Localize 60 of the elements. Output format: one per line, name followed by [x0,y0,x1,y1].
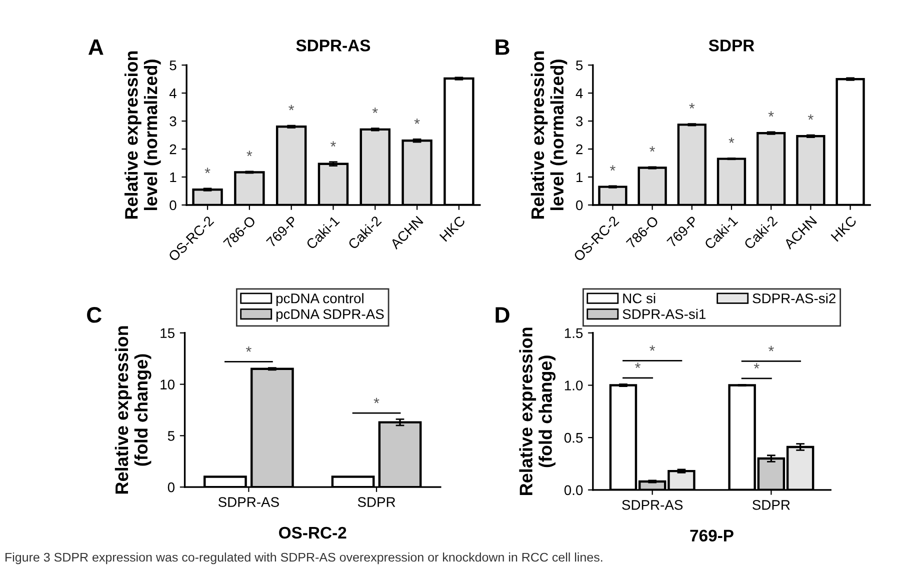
text: D [496,307,510,323]
legend-label: pcDNA control [276,293,364,306]
annotation: * [246,150,252,156]
x-tick-label: SDPR-AS [622,500,683,510]
y-tick-label: 5 [168,431,174,441]
legend-label: pcDNA SDPR-AS [276,309,384,322]
annotation: * [414,118,420,124]
legend-label: NC si [623,293,656,304]
y-tick-label: 1 [576,172,583,182]
annotation: * [204,168,210,174]
chart-title: SDPR [708,40,754,52]
y-tick-label: 0 [168,482,175,492]
legend-label: SDPR-AS-si1 [622,308,706,320]
x-tick-label: SDPR [358,497,396,507]
y-tick-label: 0.0 [564,485,583,496]
y-tick-label: 1.0 [564,380,583,390]
annotation: * [650,345,656,351]
y-tick-label: 0.5 [564,432,583,443]
y-tick-label: 3 [170,116,176,126]
y-axis-title: Relative expression level (normalized) [124,51,161,219]
text: C [87,307,102,323]
annotation: * [754,363,760,369]
y-axis-title: Relative expression (fold change) [114,326,152,494]
y-tick-label: 5 [576,60,583,70]
x-axis-title: 769-P [690,530,734,542]
y-tick-label: 4 [169,88,176,98]
y-tick-label: 2 [170,144,176,154]
annotation: * [330,141,336,147]
annotation: * [808,114,814,120]
annotation: * [768,111,774,117]
annotation: * [689,103,695,109]
y-axis-title: Relative expression level (normalized) [530,51,568,219]
y-tick-label: 1 [170,172,176,182]
chart-title: SDPR-AS [296,40,370,52]
annotation: * [610,165,616,171]
text: A [88,39,104,55]
annotation: * [246,346,252,352]
x-tick-label: SDPR-AS [218,497,279,507]
annotation: * [635,362,641,368]
y-tick-label: 3 [576,116,583,126]
annotation: * [650,146,656,152]
annotation: * [768,346,774,352]
y-tick-label: 5 [170,60,176,70]
y-tick-label: 10 [160,380,175,390]
y-tick-label: 15 [160,328,174,338]
y-tick-label: 1.5 [564,328,583,338]
x-tick-label: SDPR [752,500,790,510]
y-tick-label: 0 [576,200,583,210]
annotation: * [288,104,294,110]
y-axis-title: Relative expression (fold change) [519,328,556,495]
x-axis-title: OS-RC-2 [279,526,346,539]
annotation: * [372,108,378,114]
y-tick-label: 2 [576,144,582,154]
y-tick-label: 4 [576,88,583,98]
legend-label: SDPR-AS-si2 [752,293,836,304]
annotation: * [374,398,380,404]
y-tick-label: 0 [170,200,176,210]
caption: Figure 3 SDPR expression was co-regulated with SDPR-AS overexpression or knockdown in RCC cell lines. [6,552,602,564]
annotation: * [728,138,734,143]
text: B [496,39,510,55]
